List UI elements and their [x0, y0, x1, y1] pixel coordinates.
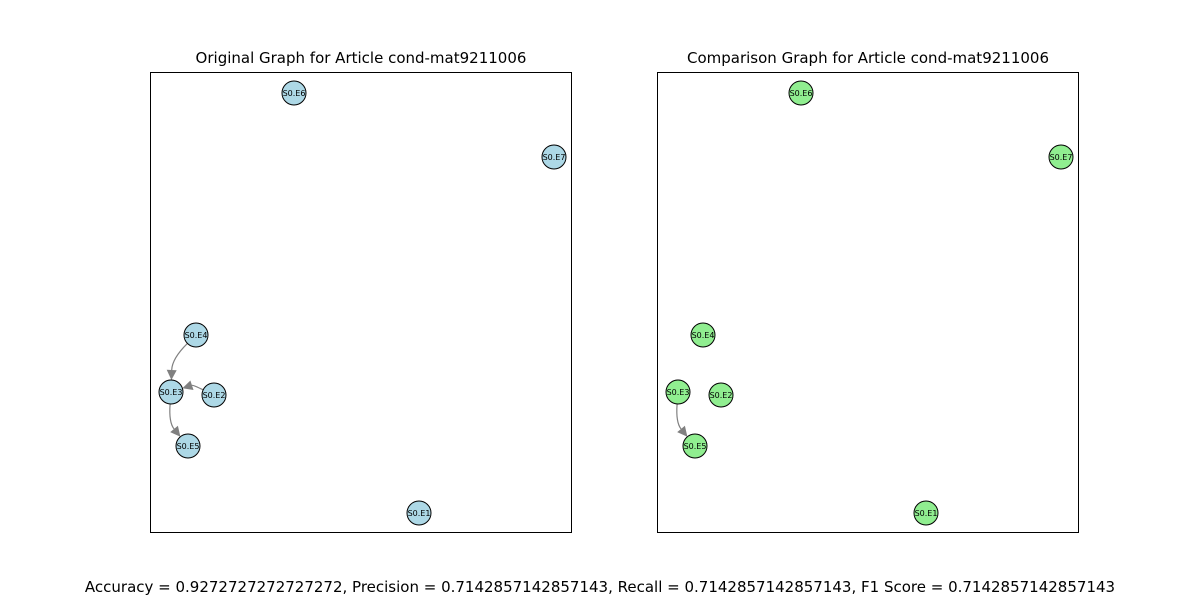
original-graph: S0.E6 S0.E7 S0.E4 S0.E3 S0.E2 S0.E5 S0.E1 [158, 80, 567, 526]
comparison-node-s0-e7 [1048, 144, 1074, 170]
comparison-node-label-s0-e6: S0.E6 [790, 89, 813, 98]
original-node-label-s0-e6: S0.E6 [283, 89, 306, 98]
comparison-node-label-s0-e3: S0.E3 [667, 388, 690, 397]
comparison-node-label-s0-e1: S0.E1 [915, 509, 938, 518]
original-node-s0-e5 [175, 433, 201, 459]
original-arrowhead-s0-e4-to-s0-e3 [166, 369, 177, 380]
original-node-s0-e6 [281, 80, 307, 106]
original-edge-s0-e3-to-s0-e5 [169, 403, 175, 430]
comparison-node-label-s0-e7: S0.E7 [1050, 153, 1073, 162]
comparison-edge-s0-e3-to-s0-e5 [676, 403, 682, 430]
comparison-node-s0-e1 [913, 500, 939, 526]
comparison-graph-title: Comparison Graph for Article cond-mat921… [687, 49, 1049, 67]
original-node-s0-e1 [406, 500, 432, 526]
comparison-arrowhead-s0-e3-to-s0-e5 [677, 425, 688, 437]
comparison-node-s0-e6 [788, 80, 814, 106]
comparison-graph: S0.E6 S0.E7 S0.E4 S0.E3 S0.E2 S0.E5 S0.E1 [665, 80, 1074, 526]
original-arrowhead-s0-e2-to-s0-e3 [182, 380, 194, 390]
original-node-s0-e2 [201, 382, 227, 408]
original-node-s0-e7 [541, 144, 567, 170]
metrics-summary: Accuracy = 0.9272727272727272, Precision… [84, 578, 1116, 596]
comparison-node-s0-e3 [665, 379, 691, 405]
original-node-label-s0-e2: S0.E2 [203, 391, 226, 400]
original-edge-s0-e4-to-s0-e3 [171, 342, 188, 371]
comparison-node-label-s0-e4: S0.E4 [692, 331, 715, 340]
original-node-label-s0-e1: S0.E1 [408, 509, 431, 518]
original-graph-title: Original Graph for Article cond-mat92110… [195, 49, 527, 67]
comparison-node-s0-e4 [690, 322, 716, 348]
comparison-node-s0-e2 [708, 382, 734, 408]
original-node-label-s0-e5: S0.E5 [177, 442, 200, 451]
comparison-graph-frame [657, 72, 1079, 533]
original-node-s0-e3 [158, 379, 184, 405]
original-arrowhead-s0-e3-to-s0-e5 [170, 425, 181, 437]
original-node-label-s0-e3: S0.E3 [160, 388, 183, 397]
comparison-node-s0-e5 [682, 433, 708, 459]
comparison-node-label-s0-e2: S0.E2 [710, 391, 733, 400]
original-node-label-s0-e7: S0.E7 [543, 153, 566, 162]
original-edge-s0-e2-to-s0-e3 [191, 384, 204, 391]
comparison-node-label-s0-e5: S0.E5 [684, 442, 707, 451]
original-node-s0-e4 [183, 322, 209, 348]
original-node-label-s0-e4: S0.E4 [185, 331, 208, 340]
original-graph-frame [150, 72, 572, 533]
